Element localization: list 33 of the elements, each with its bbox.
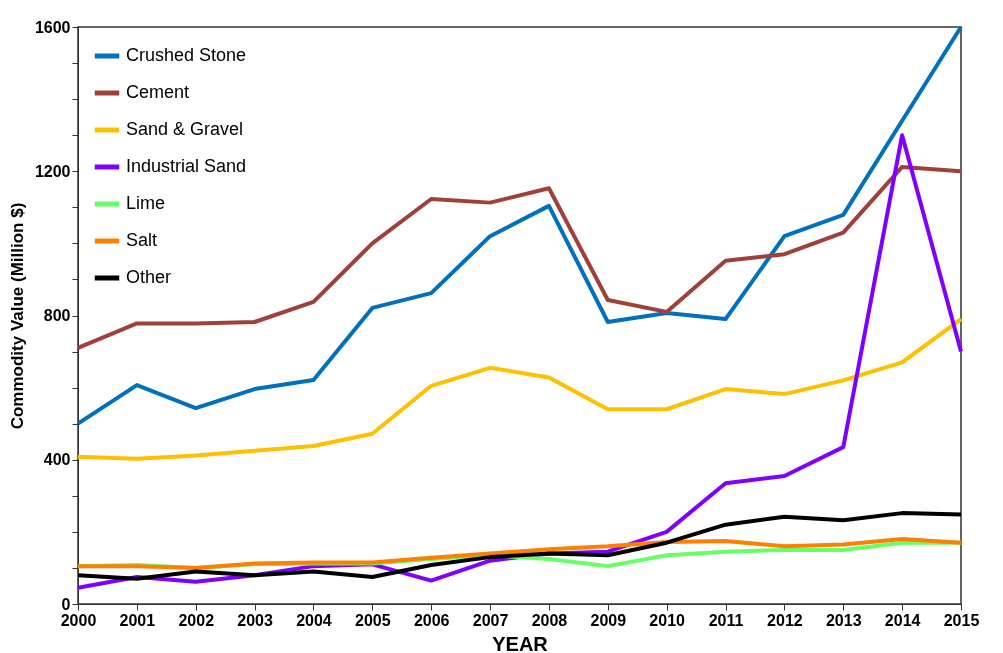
- x-tick-label: 2003: [237, 611, 273, 629]
- x-tick-label: 2006: [413, 611, 450, 629]
- y-tick-label: 1600: [34, 18, 71, 36]
- x-tick-label: 2000: [60, 611, 97, 629]
- x-tick-label: 2008: [531, 611, 568, 629]
- x-tick-label: 2015: [943, 611, 980, 629]
- y-tick-label: 0: [61, 595, 71, 613]
- x-axis-title: YEAR: [492, 632, 549, 653]
- x-tick-label: 2004: [296, 611, 332, 629]
- line-series: [76, 317, 963, 461]
- line-series: [76, 511, 963, 581]
- x-tick-label: 2005: [355, 611, 391, 629]
- y-tick-label: 1200: [34, 162, 71, 180]
- y-axis-title: Commodity Value (Million $): [7, 202, 27, 430]
- x-tick-label: 2014: [884, 611, 921, 629]
- legend-label: Other: [126, 267, 172, 287]
- x-tick-label: 2009: [590, 611, 627, 629]
- x-tick-label: 2001: [119, 611, 156, 629]
- x-tick-label: 2010: [649, 611, 686, 629]
- legend-label: Sand & Gravel: [126, 119, 244, 139]
- x-tick-label: 2011: [708, 611, 744, 629]
- legend-label: Salt: [126, 230, 158, 250]
- x-tick-label: 2012: [767, 611, 803, 629]
- legend-label: Industrial Sand: [126, 156, 247, 176]
- line-series: [76, 25, 963, 426]
- legend-label: Crushed Stone: [126, 45, 247, 65]
- x-tick-label: 2013: [825, 611, 862, 629]
- x-tick-label: 2002: [178, 611, 215, 629]
- y-tick-label: 800: [43, 307, 71, 324]
- y-tick-label: 400: [43, 451, 71, 469]
- legend-label: Lime: [126, 193, 166, 213]
- x-tick-label: 2007: [472, 611, 509, 629]
- legend-label: Cement: [126, 82, 190, 102]
